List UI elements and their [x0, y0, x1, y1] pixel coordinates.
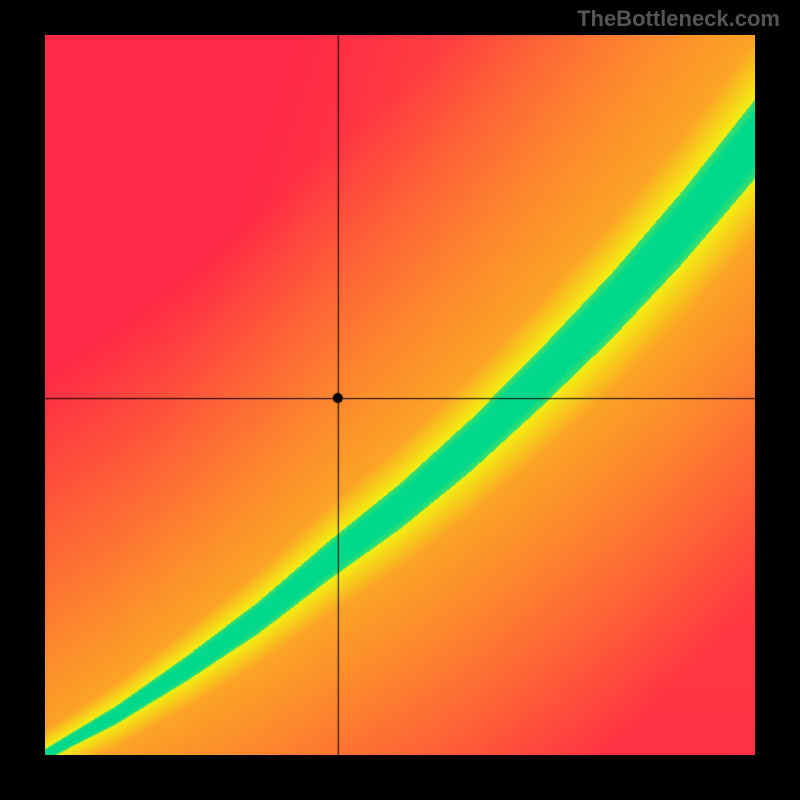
- plot-area: [45, 35, 755, 755]
- heatmap-canvas: [45, 35, 755, 755]
- chart-container: TheBottleneck.com: [0, 0, 800, 800]
- watermark-text: TheBottleneck.com: [577, 6, 780, 32]
